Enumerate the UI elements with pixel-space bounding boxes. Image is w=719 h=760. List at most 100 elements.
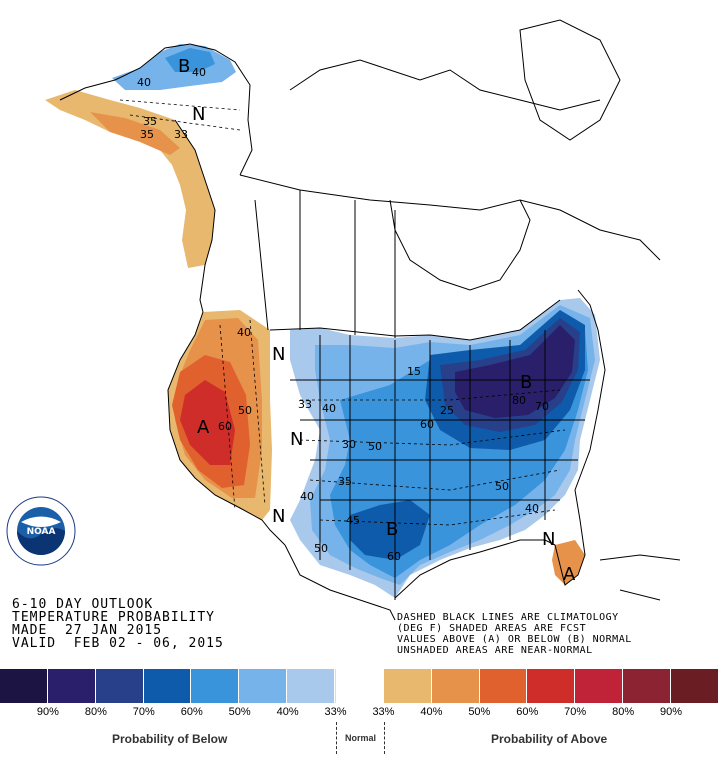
note-line-1: DASHED BLACK LINES ARE CLIMATOLOGY (397, 612, 619, 623)
label-a-west: A (197, 417, 210, 438)
clim-line-4 (249, 319, 266, 506)
contour-35-c: 35 (338, 475, 352, 488)
contour-15-ne: 15 (407, 365, 421, 378)
legend-tick-label: 40% (420, 706, 443, 718)
legend-tick-label: 40% (276, 706, 299, 718)
contour-40-w: 40 (237, 326, 251, 339)
legend-tick-label: 90% (660, 706, 683, 718)
legend-tick-label: 33% (372, 706, 395, 718)
label-b-south: B (386, 519, 398, 540)
legend-tick-label: 70% (564, 706, 587, 718)
contour-25-ne: 25 (440, 404, 454, 417)
legend-swatch (335, 669, 384, 703)
legend-swatch (287, 669, 336, 703)
legend-tick-label: 60% (180, 706, 203, 718)
legend-swatch (671, 669, 719, 703)
outlook-title-line-1: 6-10 DAY OUTLOOK (12, 597, 154, 612)
label-n-west1: N (272, 344, 285, 365)
label-b-northeast: B (520, 372, 532, 393)
label-b-alaska: B (178, 56, 190, 77)
legend-above-label: Probability of Above (491, 732, 608, 746)
legend-swatch (623, 669, 672, 703)
clim-line-2 (129, 114, 241, 131)
florida-above-area (552, 540, 585, 585)
outlook-title-line-3: MADE 27 JAN 2015 (12, 623, 163, 638)
outlook-title-block: 6-10 DAY OUTLOOK TEMPERATURE PROBABILITY… (12, 598, 224, 650)
alaska-above-inner (90, 112, 180, 155)
contour-60-ne: 60 (420, 418, 434, 431)
contour-40-c: 40 (322, 402, 336, 415)
contour-40-s: 40 (300, 490, 314, 503)
legend-swatch (383, 669, 432, 703)
caribbean (599, 554, 681, 601)
note-line-2: (DEG F) SHADED AREAS ARE FCST (397, 623, 587, 634)
state-lines-1 (319, 330, 546, 600)
state-lines-2 (290, 379, 590, 501)
legend-tick-label: 50% (228, 706, 251, 718)
legend-tick-label: 80% (612, 706, 635, 718)
contour-50-s: 50 (314, 542, 328, 555)
canada-north (239, 174, 661, 261)
label-n-west3: N (272, 506, 285, 527)
label-n-alaska: N (192, 104, 205, 125)
legend-swatch (47, 669, 96, 703)
legend-separator-right (384, 722, 385, 754)
alaska-above-area (45, 90, 215, 268)
alaska-outline (59, 43, 253, 176)
contour-45-s: 45 (346, 514, 360, 527)
contour-33-ak: 33 (174, 128, 188, 141)
noaa-logo: NOAA (6, 496, 76, 566)
clim-line-7 (309, 469, 561, 491)
contour-35-ak2: 35 (140, 128, 154, 141)
legend-separator-left (336, 722, 337, 754)
arctic-islands (289, 59, 601, 111)
contour-70-ne: 70 (535, 400, 549, 413)
west-above-70 (180, 380, 235, 465)
label-n-florida: N (542, 529, 555, 550)
legend-normal-label: Normal (345, 733, 377, 743)
mexico-coast (284, 544, 396, 621)
canada-west-coast (174, 119, 216, 313)
us-west-coast (167, 311, 286, 546)
legend-tick-label: 80% (84, 706, 107, 718)
legend-tick-label: 60% (516, 706, 539, 718)
contour-60-s: 60 (387, 550, 401, 563)
outlook-title-line-2: TEMPERATURE PROBABILITY (12, 610, 216, 625)
outlook-map: B N A N N N B B N A 40 40 35 33 35 40 50… (45, 19, 681, 621)
contour-40-ak2: 40 (192, 66, 206, 79)
legend-color-bar (0, 669, 719, 703)
note-line-4: UNSHADED AREAS ARE NEAR-NORMAL (397, 645, 593, 656)
legend-below-label: Probability of Below (112, 732, 228, 746)
legend-tick-label: 90% (36, 706, 59, 718)
contour-80-ne: 80 (512, 394, 526, 407)
legend-tick-label: 33% (324, 706, 347, 718)
us-canada-border (269, 299, 561, 341)
legend-swatch (479, 669, 528, 703)
legend-swatch (0, 669, 48, 703)
contour-30-c: 30 (342, 438, 356, 451)
legend-tick-label: 70% (132, 706, 155, 718)
contour-40-se: 40 (525, 502, 539, 515)
note-line-3: VALUES ABOVE (A) OR BELOW (B) NORMAL (397, 634, 632, 645)
legend-ticks: 90% 80% 70% 60% 50% 40% 33% 33% 40% 50% 60% 70% 80% 9… (0, 706, 719, 722)
greenland (519, 19, 621, 141)
hudson-bay (389, 199, 531, 291)
clim-line-3 (219, 324, 236, 511)
contour-50-c: 50 (368, 440, 382, 453)
noaa-logo-text: NOAA (27, 527, 56, 537)
label-n-west2: N (290, 429, 303, 450)
alaska-below-inner (165, 48, 215, 72)
legend-swatch (191, 669, 240, 703)
legend-swatch (431, 669, 480, 703)
contour-35-ak: 35 (143, 115, 157, 128)
clim-line-8 (319, 509, 556, 526)
legend-swatch (143, 669, 192, 703)
contour-33-c: 33 (298, 398, 312, 411)
legend-swatch (95, 669, 144, 703)
legend-tick-label: 50% (468, 706, 491, 718)
contour-60-w: 60 (218, 420, 232, 433)
map-notes: DASHED BLACK LINES ARE CLIMATOLOGY (DEG … (397, 612, 632, 656)
clim-line-6 (299, 429, 566, 446)
contour-50-se: 50 (495, 480, 509, 493)
contour-50-w: 50 (238, 404, 252, 417)
